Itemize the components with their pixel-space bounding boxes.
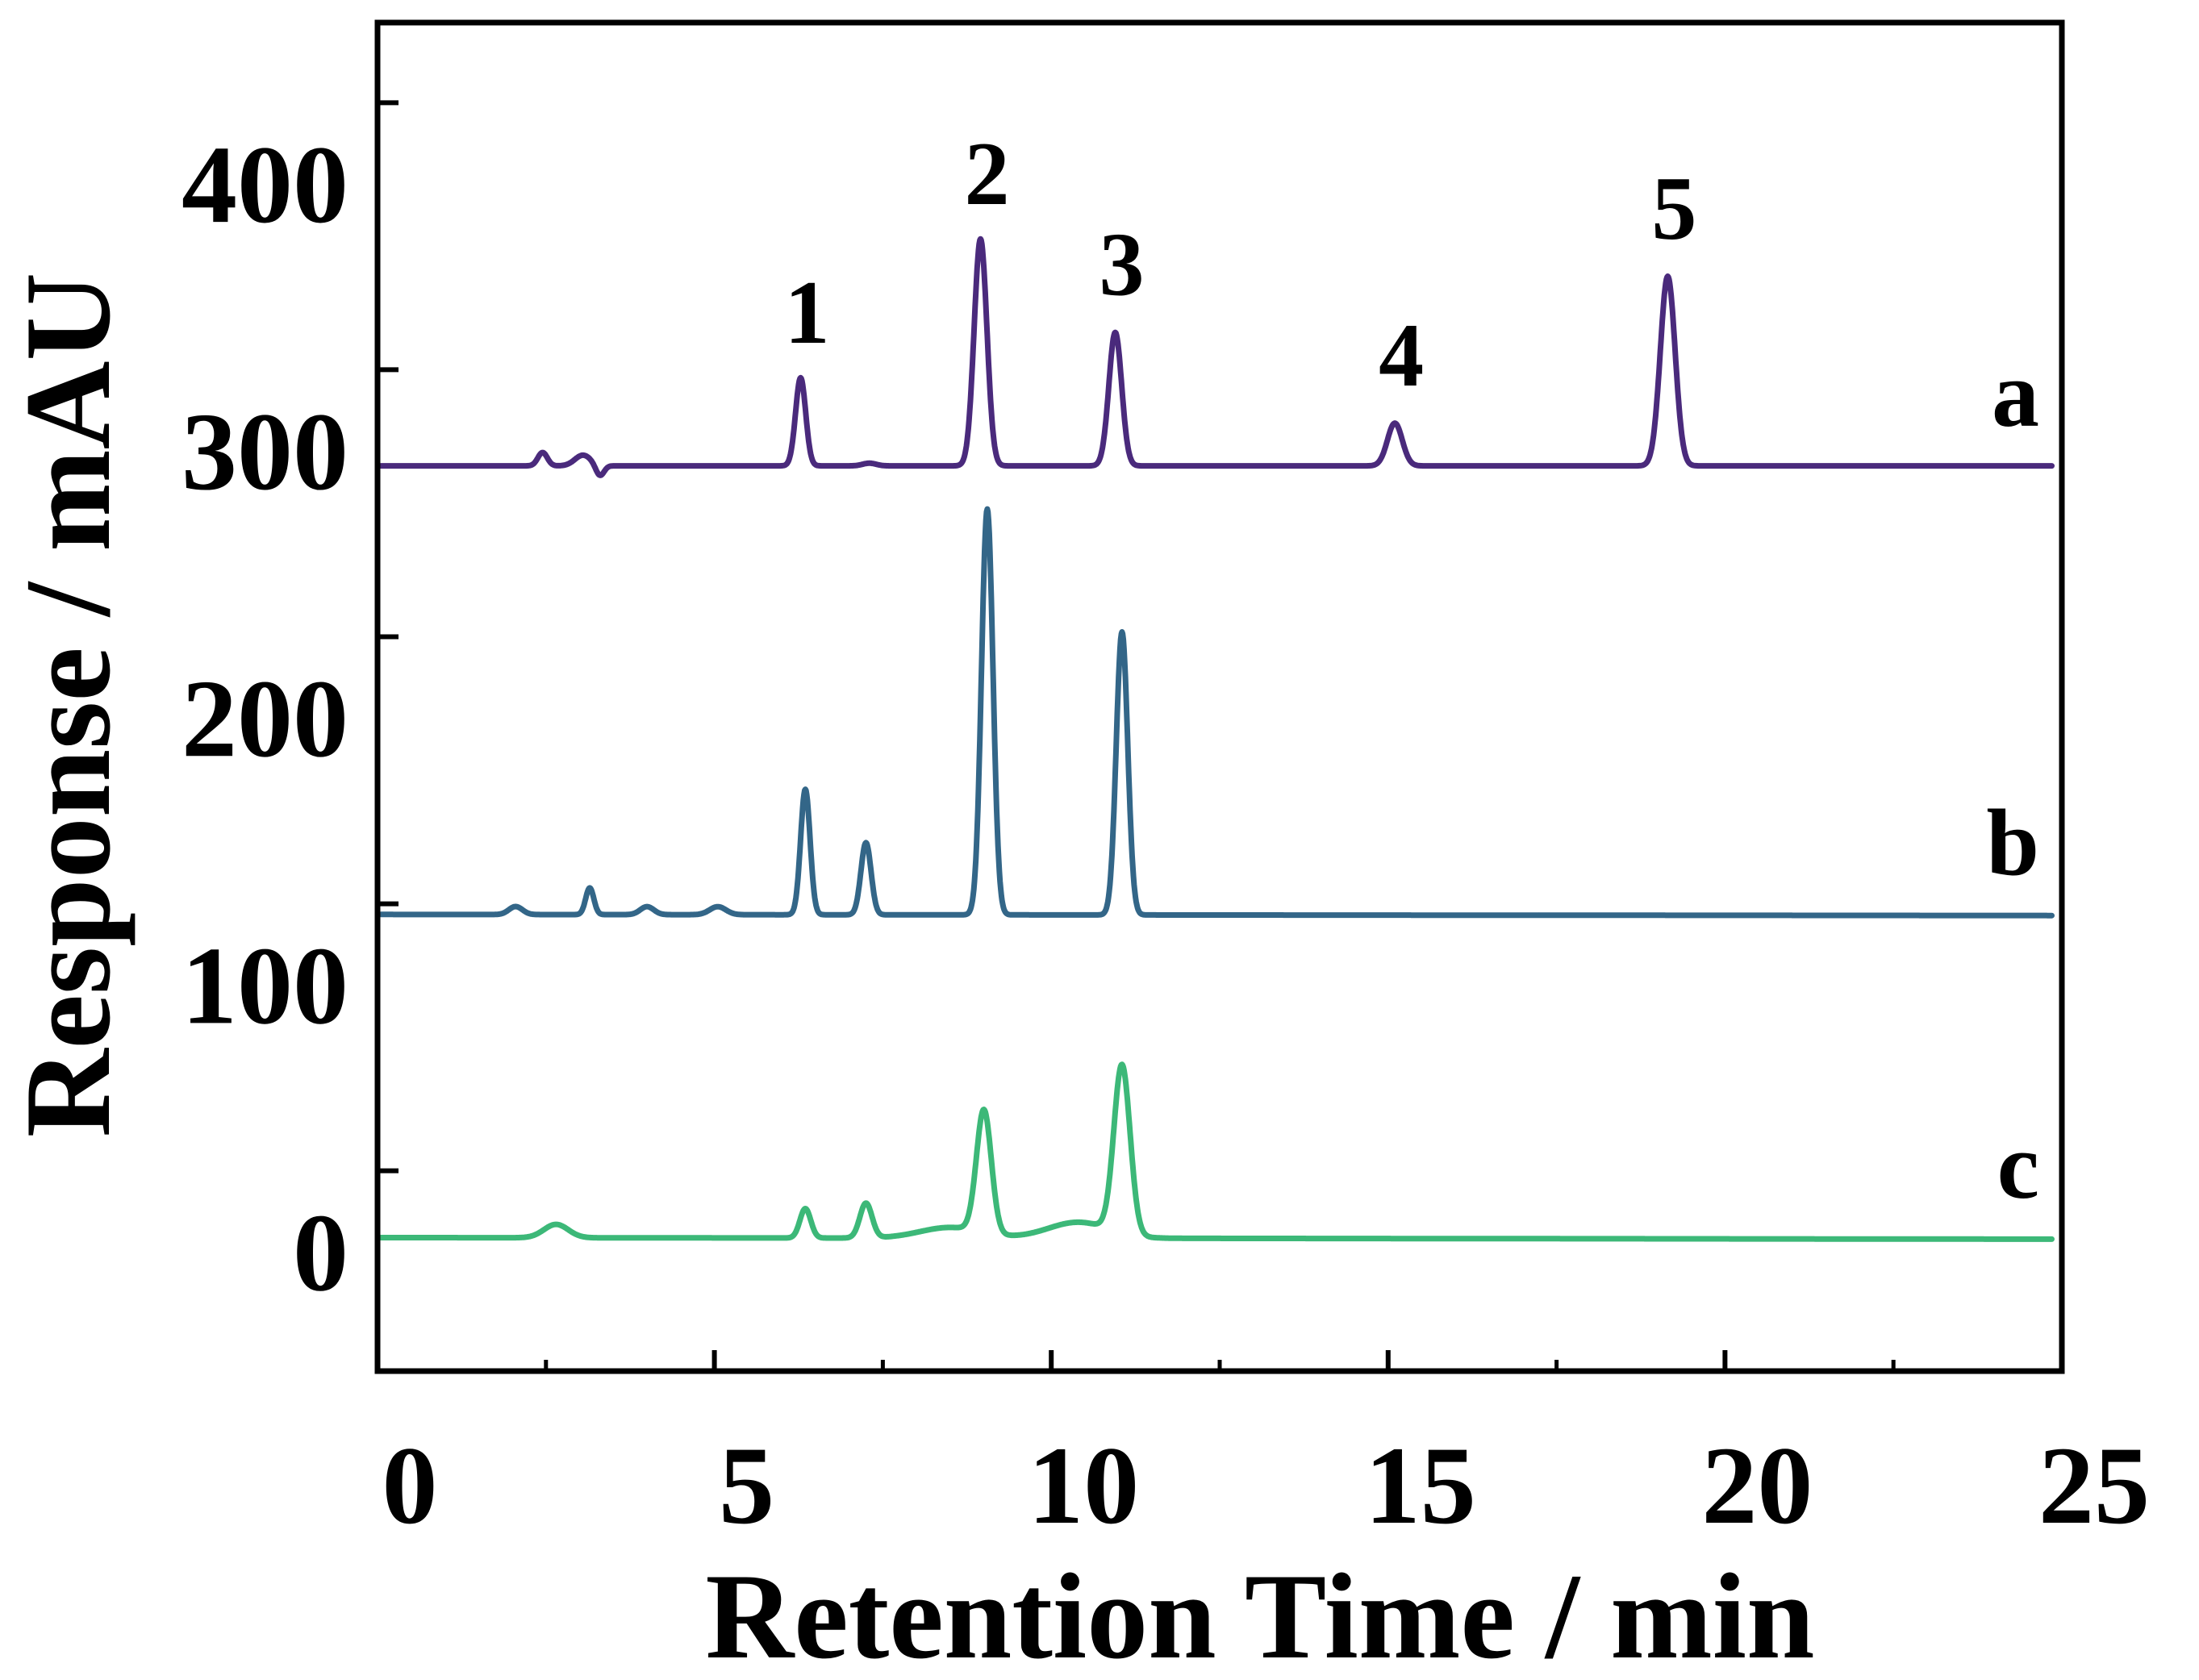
trace-c: [378, 1061, 2055, 1242]
series-label-b: b: [1986, 790, 2039, 895]
x-tick-label: 10: [1028, 1424, 1139, 1547]
series-label-a: a: [1992, 341, 2039, 447]
peak-label-4: 4: [1379, 306, 1424, 406]
y-axis-title: Response / mAU: [0, 273, 136, 1137]
trace-a: [378, 236, 2055, 478]
trace-group: [378, 236, 2055, 1242]
x-tick-label: 20: [1701, 1424, 1813, 1547]
x-axis-title: Retention Time / min: [705, 1549, 1814, 1676]
y-tick-label: 200: [182, 657, 348, 780]
y-tick-label: 0: [293, 1190, 348, 1314]
peak-label-1: 1: [785, 263, 830, 363]
y-tick-label: 100: [182, 923, 348, 1047]
peak-label-3: 3: [1100, 215, 1145, 315]
trace-b: [378, 506, 2055, 919]
peak-label-5: 5: [1651, 159, 1696, 259]
peak-label-2: 2: [965, 124, 1010, 224]
y-tick-label: 300: [182, 390, 348, 513]
x-tick-label: 25: [2038, 1424, 2150, 1547]
series-label-c: c: [1997, 1113, 2039, 1219]
x-tick-label: 5: [719, 1424, 774, 1547]
x-tick-label: 0: [382, 1424, 438, 1547]
y-tick-label: 400: [182, 123, 348, 246]
plot-frame: [374, 19, 2065, 1374]
x-tick-label: 15: [1365, 1424, 1476, 1547]
